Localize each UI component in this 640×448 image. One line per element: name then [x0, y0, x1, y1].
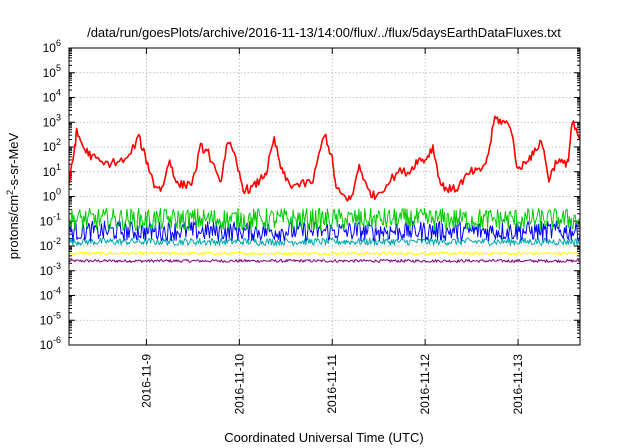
y-tick-base: 10 [43, 140, 57, 154]
y-tick-base: 10 [40, 264, 54, 278]
y-tick-base: 10 [40, 338, 54, 352]
x-tick-label: 2016-11-9 [139, 354, 153, 408]
plot-frame [68, 47, 581, 346]
y-tick-base: 10 [43, 41, 57, 55]
y-tick-label: 104 [43, 88, 61, 105]
y-tick-label: 100 [43, 187, 61, 204]
y-tick-label: 105 [43, 63, 61, 80]
y-axis-label-rest: -s-sr-MeV [6, 132, 21, 189]
y-tick-label: 103 [43, 112, 61, 129]
grid [69, 47, 580, 346]
series-line-5 [69, 258, 580, 263]
y-tick-label: 10-3 [40, 261, 61, 278]
y-tick-base: 10 [43, 165, 57, 179]
y-axis-label-main: protons/cm [6, 195, 21, 259]
y-tick-exp: -5 [53, 310, 61, 320]
y-tick-exp: 6 [56, 38, 61, 48]
y-tick-exp: -1 [53, 211, 61, 221]
y-tick-label: 10-5 [40, 310, 61, 327]
y-tick-exp: 0 [56, 187, 61, 197]
y-tick-exp: -3 [53, 261, 61, 271]
y-axis-label-sup: 2 [5, 190, 15, 195]
y-tick-label: 10-6 [40, 335, 61, 352]
y-tick-exp: -6 [53, 335, 61, 345]
y-tick-label: 101 [43, 162, 61, 179]
series-line-1 [69, 207, 580, 231]
y-tick-exp: 3 [56, 112, 61, 122]
x-tick-label: 2016-11-12 [418, 354, 432, 415]
y-tick-exp: -2 [53, 236, 61, 246]
y-tick-exp: -4 [53, 286, 61, 296]
y-tick-exp: 4 [56, 88, 61, 98]
y-tick-base: 10 [40, 214, 54, 228]
y-tick-label: 10-2 [40, 236, 61, 253]
series-line-4 [69, 251, 580, 256]
x-tick-label: 2016-11-11 [325, 354, 339, 414]
y-tick-base: 10 [40, 289, 54, 303]
y-tick-exp: 2 [56, 137, 61, 147]
series-line-0 [69, 115, 580, 202]
y-tick-label: 10-4 [40, 286, 61, 303]
y-tick-base: 10 [40, 313, 54, 327]
y-tick-base: 10 [40, 239, 54, 253]
plot-area [69, 115, 580, 263]
series-line-3 [69, 237, 580, 246]
y-tick-exp: 1 [56, 162, 61, 172]
y-tick-label: 106 [43, 38, 61, 55]
x-axis-label: Coordinated Universal Time (UTC) [224, 430, 423, 445]
y-tick-label: 102 [43, 137, 61, 154]
y-axis-label: protons/cm2-s-sr-MeV [5, 132, 21, 259]
y-tick-base: 10 [43, 115, 57, 129]
y-tick-base: 10 [43, 91, 57, 105]
y-tick-label: 10-1 [40, 211, 61, 228]
y-tick-base: 10 [43, 190, 57, 204]
x-tick-label: 2016-11-13 [511, 354, 525, 415]
series-line-2 [69, 220, 580, 242]
chart-title: /data/run/goesPlots/archive/2016-11-13/1… [87, 25, 561, 40]
y-tick-exp: 5 [56, 63, 61, 73]
x-tick-label: 2016-11-10 [232, 354, 246, 415]
y-tick-base: 10 [43, 66, 57, 80]
y-tick-labels: 10-610-510-410-310-210-11001011021031041… [40, 38, 61, 352]
x-tick-labels: 2016-11-9 2016-11-10 2016-11-11 2016-11-12 2… [139, 354, 525, 415]
